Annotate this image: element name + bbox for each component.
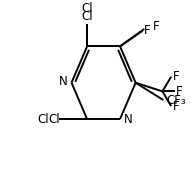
Text: F: F [144, 24, 151, 37]
Text: Cl: Cl [49, 113, 60, 126]
Text: N: N [123, 113, 132, 127]
Text: Cl: Cl [81, 10, 93, 23]
Text: Cl: Cl [81, 2, 93, 15]
Text: F: F [153, 20, 160, 33]
Text: F: F [173, 70, 179, 83]
Text: CF₃: CF₃ [167, 94, 186, 107]
Text: N: N [59, 75, 68, 88]
Text: Cl: Cl [37, 113, 49, 126]
Text: F: F [176, 85, 183, 98]
Text: F: F [173, 100, 179, 113]
